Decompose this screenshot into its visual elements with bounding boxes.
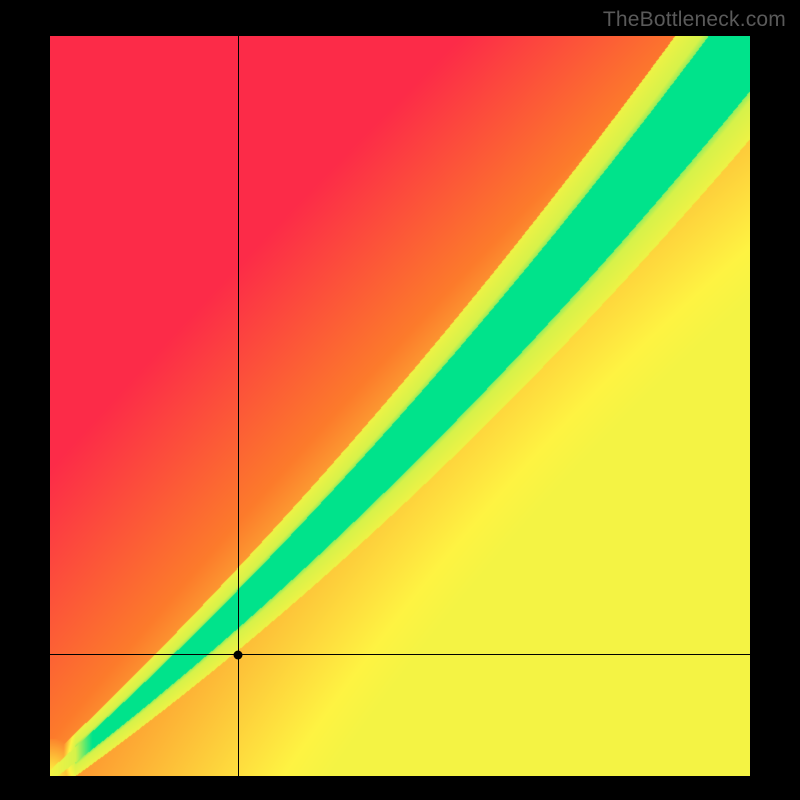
- crosshair-marker: [234, 650, 243, 659]
- crosshair-vertical: [238, 36, 239, 776]
- watermark-text: TheBottleneck.com: [603, 8, 786, 32]
- heatmap-canvas: [50, 36, 750, 776]
- crosshair-horizontal: [50, 654, 750, 655]
- heatmap-plot: [50, 36, 750, 776]
